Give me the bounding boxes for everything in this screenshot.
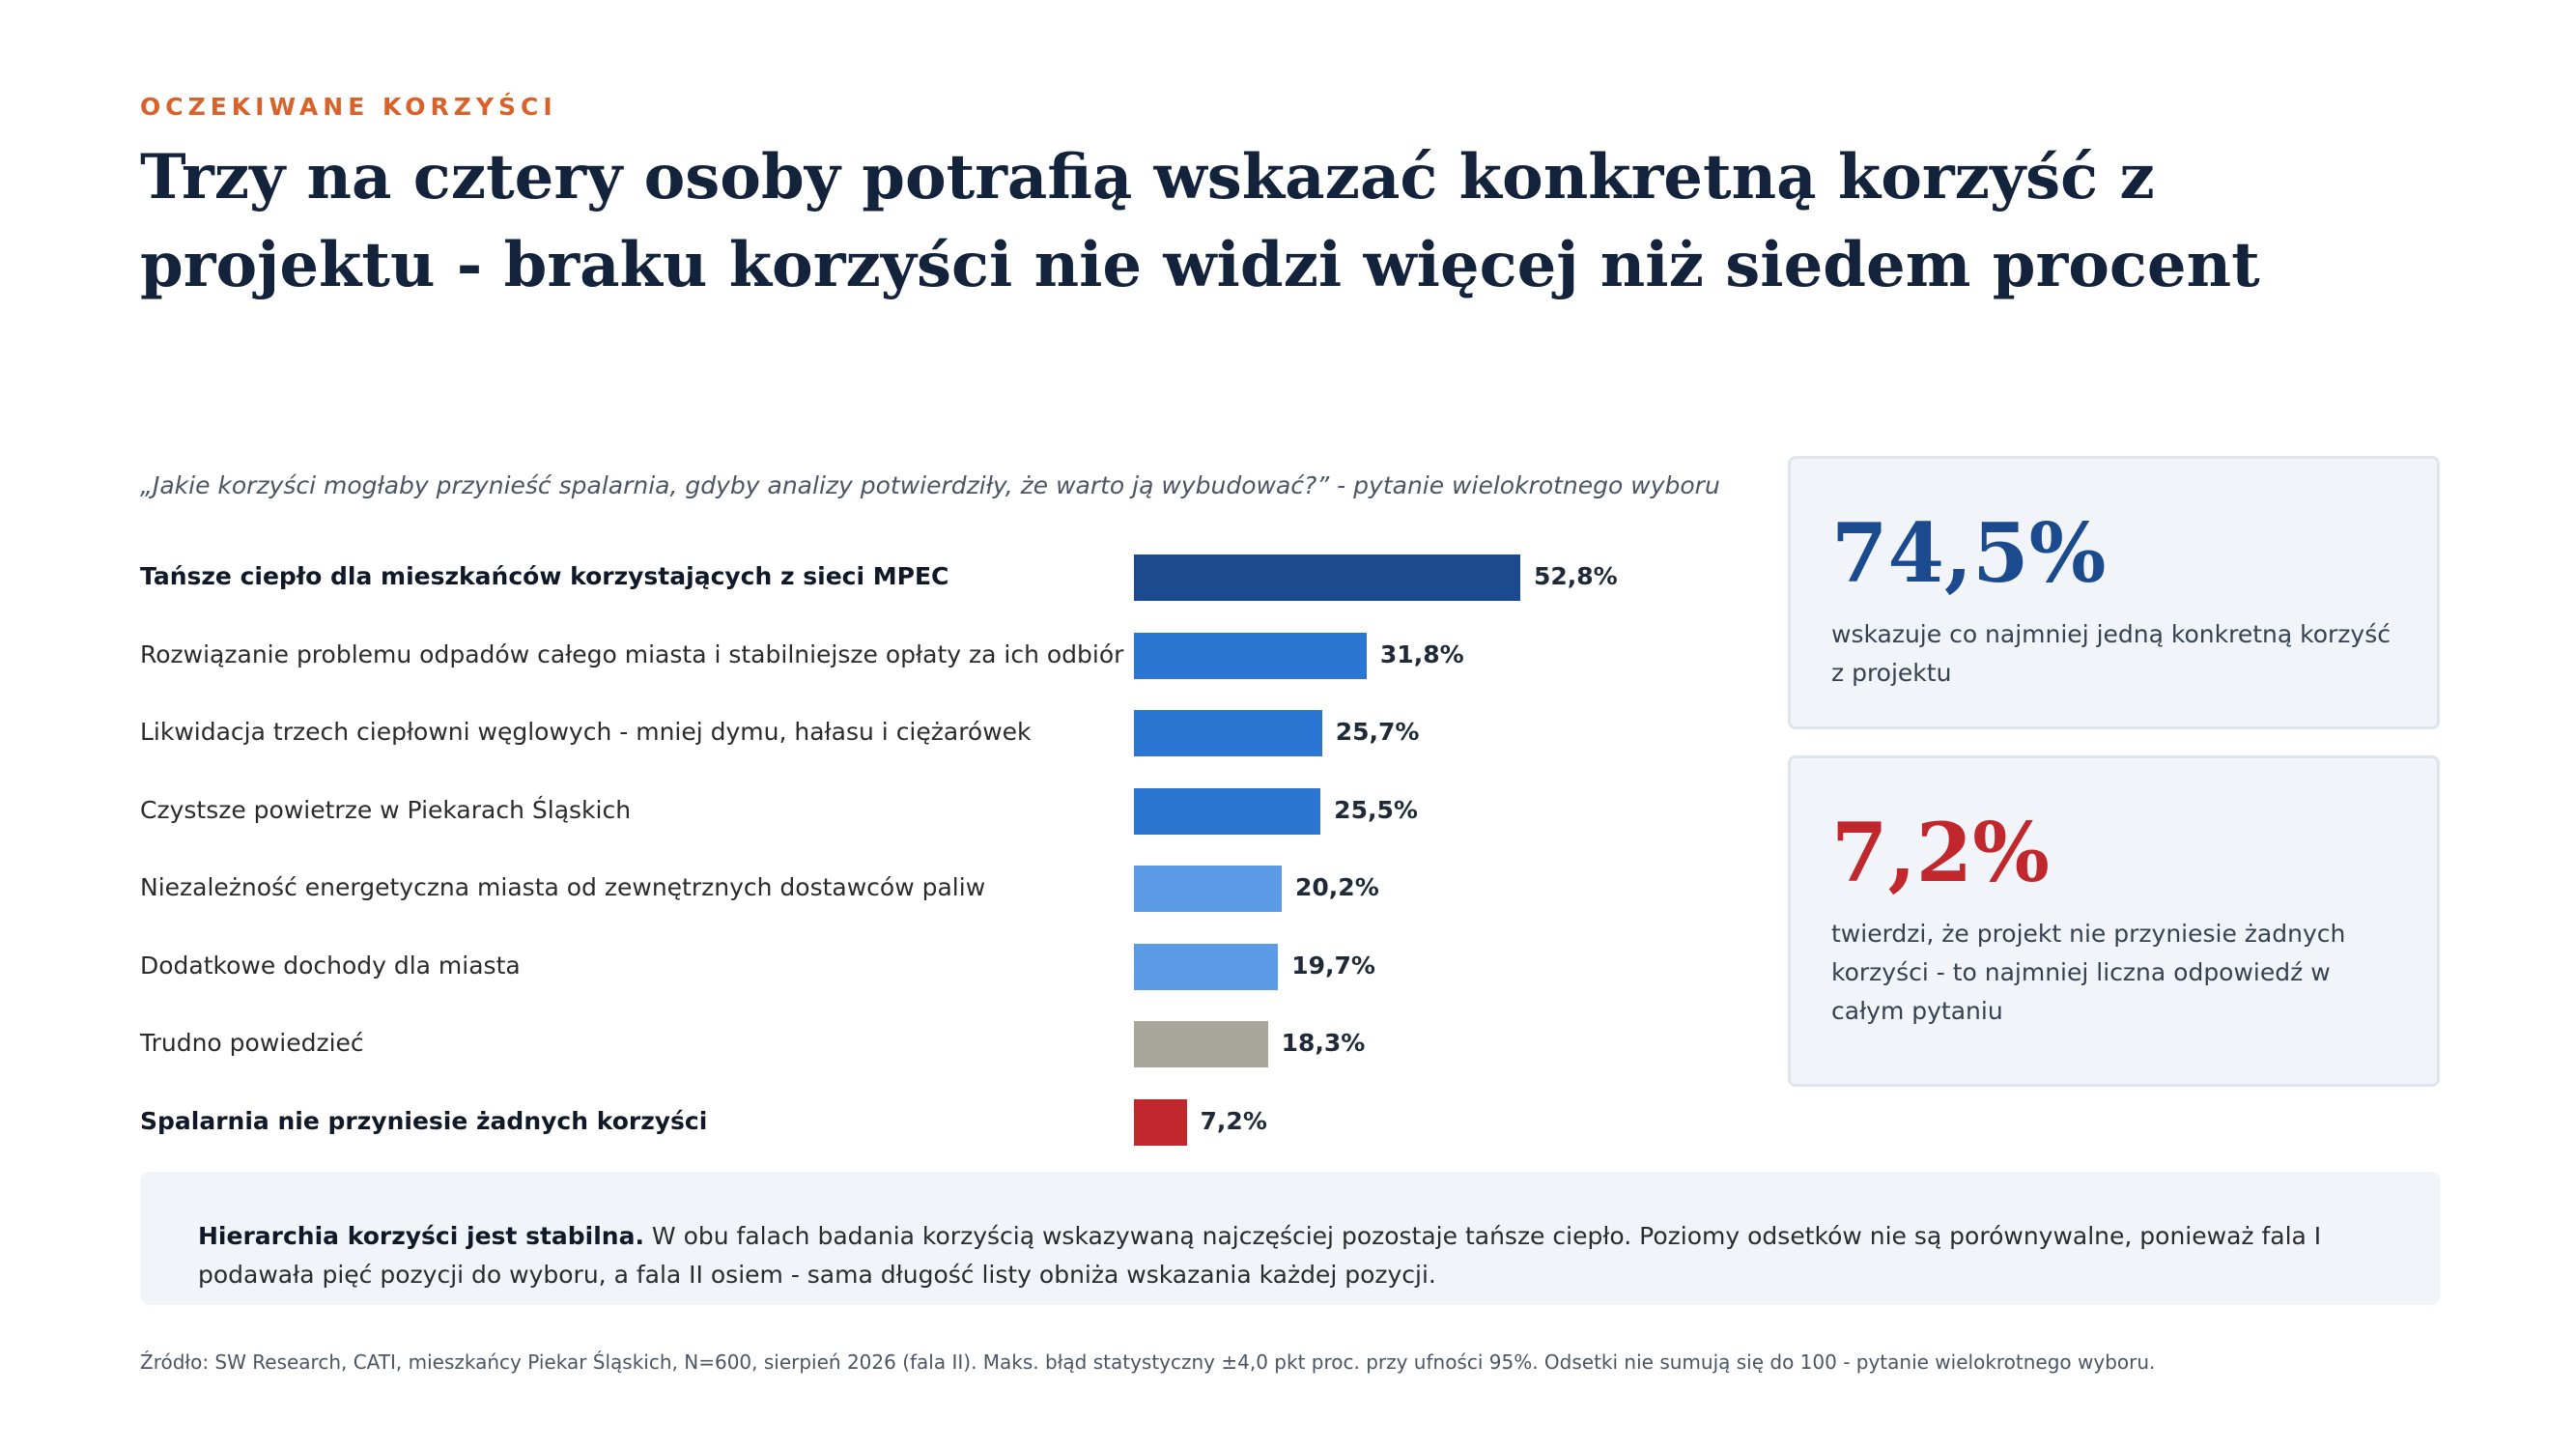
bar-value-label: 20,2% [1295, 873, 1379, 901]
category-label: Niezależność energetyczna miasta od zewn… [140, 873, 986, 901]
bar [1134, 710, 1322, 756]
category-label: Tańsze ciepło dla mieszkańców korzystają… [140, 562, 949, 590]
bar [1134, 554, 1520, 601]
note-body: W obu falach badania korzyścią wskazywan… [198, 1222, 2322, 1289]
stat-value-any-benefit: 74,5% [1831, 505, 2107, 601]
category-label: Spalarnia nie przyniesie żadnych korzyśc… [140, 1106, 708, 1135]
stat-desc-any-benefit: wskazuje co najmniej jedną konkretną kor… [1831, 620, 2391, 687]
bar [1134, 787, 1321, 835]
note-bold: Hierarchia korzyści jest stabilna. [198, 1222, 644, 1250]
bar-value-label: 25,5% [1334, 795, 1418, 824]
category-label: Likwidacja trzech ciepłowni węglowych - … [140, 718, 1032, 746]
page-title: Trzy na cztery osoby potrafią wskazać ko… [140, 141, 2260, 301]
bar [1134, 943, 1279, 990]
bar [1134, 866, 1283, 912]
bar-value-label: 25,7% [1335, 718, 1420, 746]
bar-value-label: 31,8% [1379, 639, 1464, 668]
bar-value-label: 19,7% [1291, 951, 1375, 980]
note-text: Hierarchia korzyści jest stabilna. W obu… [198, 1217, 2371, 1294]
section-eyebrow: OCZEKIWANE KORZYŚCI [140, 93, 557, 121]
category-label: Dodatkowe dochody dla miasta [140, 951, 521, 980]
stat-card-no-benefit: 7,2% twierdzi, że projekt nie przyniesie… [1788, 755, 2440, 1087]
category-label: Rozwiązanie problemu odpadów całego mias… [140, 639, 1124, 668]
bar-value-label: 52,8% [1534, 562, 1618, 590]
chart-question: „Jakie korzyści mogłaby przynieść spalar… [140, 471, 1720, 499]
category-label: Czystsze powietrze w Piekarach Śląskich [140, 795, 632, 824]
source-note: Źródło: SW Research, CATI, mieszkańcy Pi… [140, 1350, 2156, 1374]
stat-desc-no-benefit: twierdzi, że projekt nie przyniesie żadn… [1831, 920, 2346, 1025]
stat-value-no-benefit: 7,2% [1831, 805, 2050, 900]
bar [1134, 632, 1367, 679]
bar-value-label: 18,3% [1281, 1029, 1366, 1057]
note-box: Hierarchia korzyści jest stabilna. W obu… [140, 1172, 2441, 1305]
bar [1134, 1021, 1268, 1067]
stat-card-any-benefit: 74,5% wskazuje co najmniej jedną konkret… [1788, 456, 2440, 729]
bar-value-label: 7,2% [1200, 1106, 1267, 1135]
bar [1134, 1098, 1187, 1146]
category-label: Trudno powiedzieć [140, 1029, 364, 1057]
